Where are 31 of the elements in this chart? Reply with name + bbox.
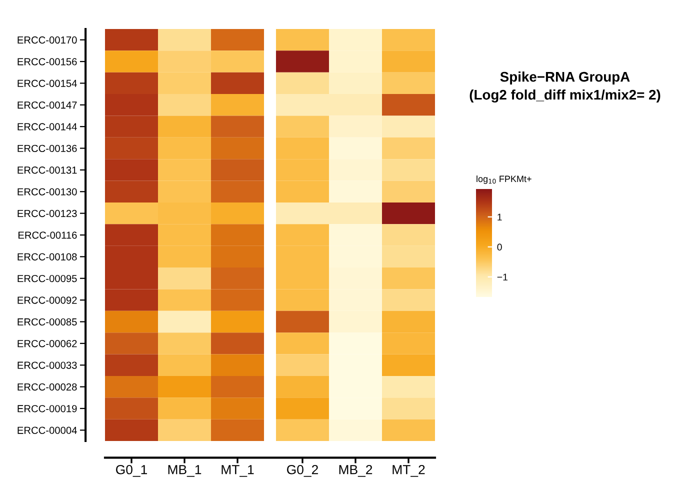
x-tick-label: MT_1 bbox=[222, 465, 254, 477]
y-tick-label: ERCC-00062 bbox=[18, 340, 77, 348]
y-tick-label: ERCC-00131 bbox=[18, 166, 77, 174]
color-bar-label: −1 bbox=[497, 274, 508, 280]
y-tick-label: ERCC-00136 bbox=[18, 144, 77, 152]
y-tick-label: ERCC-00033 bbox=[18, 362, 77, 369]
y-tick-label: ERCC-00147 bbox=[18, 101, 77, 109]
x-tick-label: MB_2 bbox=[339, 464, 372, 477]
color-bar-label: 1 bbox=[498, 214, 502, 220]
y-tick-label: ERCC-00108 bbox=[18, 253, 77, 260]
x-tick-label: MB_1 bbox=[168, 465, 202, 477]
text: (Log2 fold_diff mix1/mix2= 2) bbox=[470, 89, 660, 103]
x-tick-label: MT_2 bbox=[392, 464, 425, 477]
y-tick-label: ERCC-00123 bbox=[18, 210, 77, 218]
color-bar-title: log$_{10}$ FPKMt+ bbox=[476, 175, 532, 184]
y-tick-label: ERCC-00130 bbox=[18, 188, 77, 196]
y-tick-label: ERCC-00156 bbox=[18, 58, 77, 66]
y-tick-label: ERCC-00095 bbox=[18, 274, 77, 282]
y-tick-label: ERCC-00116 bbox=[18, 232, 77, 239]
color-bar-label: 0 bbox=[497, 244, 502, 251]
x-tick-label: G0_2 bbox=[287, 464, 318, 477]
y-tick-label: ERCC-00019 bbox=[18, 405, 77, 412]
y-tick-label: ERCC-00004 bbox=[18, 426, 77, 434]
y-tick-label: ERCC-00028 bbox=[18, 383, 77, 391]
y-tick-label: ERCC-00144 bbox=[18, 123, 77, 130]
x-tick-label: G0_1 bbox=[116, 464, 147, 477]
text: Spike−RNA GroupA bbox=[500, 72, 630, 84]
y-tick-label: ERCC-00085 bbox=[18, 318, 77, 326]
y-tick-label: ERCC-00092 bbox=[18, 296, 77, 304]
y-tick-label: ERCC-00154 bbox=[18, 80, 77, 87]
y-tick-label: ERCC-00170 bbox=[18, 36, 77, 44]
